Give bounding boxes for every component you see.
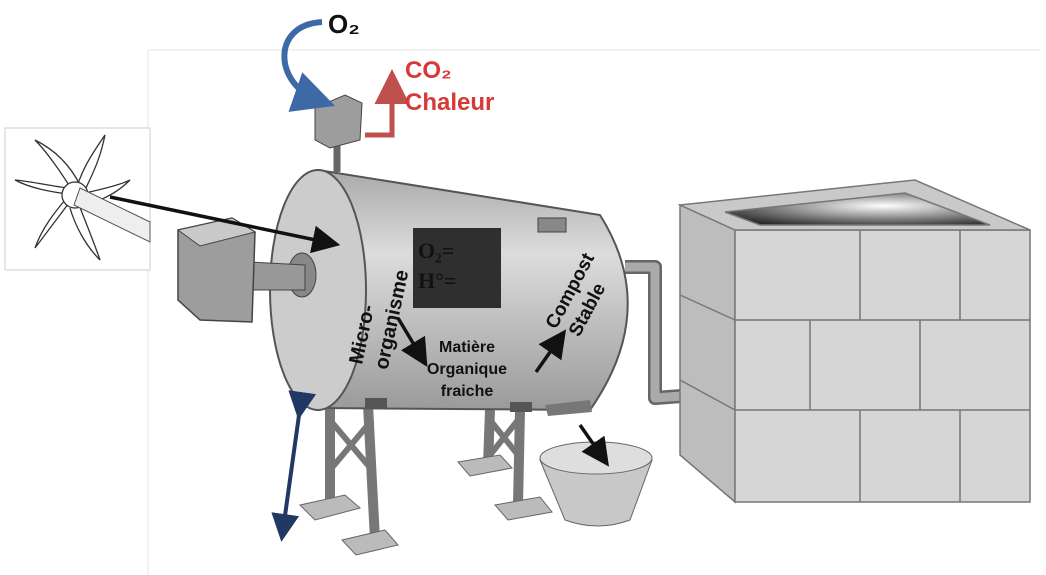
sensor-box xyxy=(315,95,362,172)
matter-label: Matière xyxy=(439,339,495,356)
wind-turbine xyxy=(5,128,150,270)
matter-label: Organique xyxy=(427,361,507,378)
display-line: H°= xyxy=(418,268,456,293)
oxygen-label: O₂ xyxy=(328,9,360,39)
diagram: O₂= H°= O₂ CO₂ Chaleur Micro- organisme xyxy=(0,0,1046,575)
display-line: O₂= xyxy=(418,238,454,263)
heat-label: Chaleur xyxy=(405,89,494,116)
brick-tower xyxy=(680,180,1030,502)
co2-label: CO₂ xyxy=(405,57,452,84)
matter-label: fraiche xyxy=(441,383,494,400)
bucket xyxy=(540,442,652,526)
legs xyxy=(330,405,520,540)
